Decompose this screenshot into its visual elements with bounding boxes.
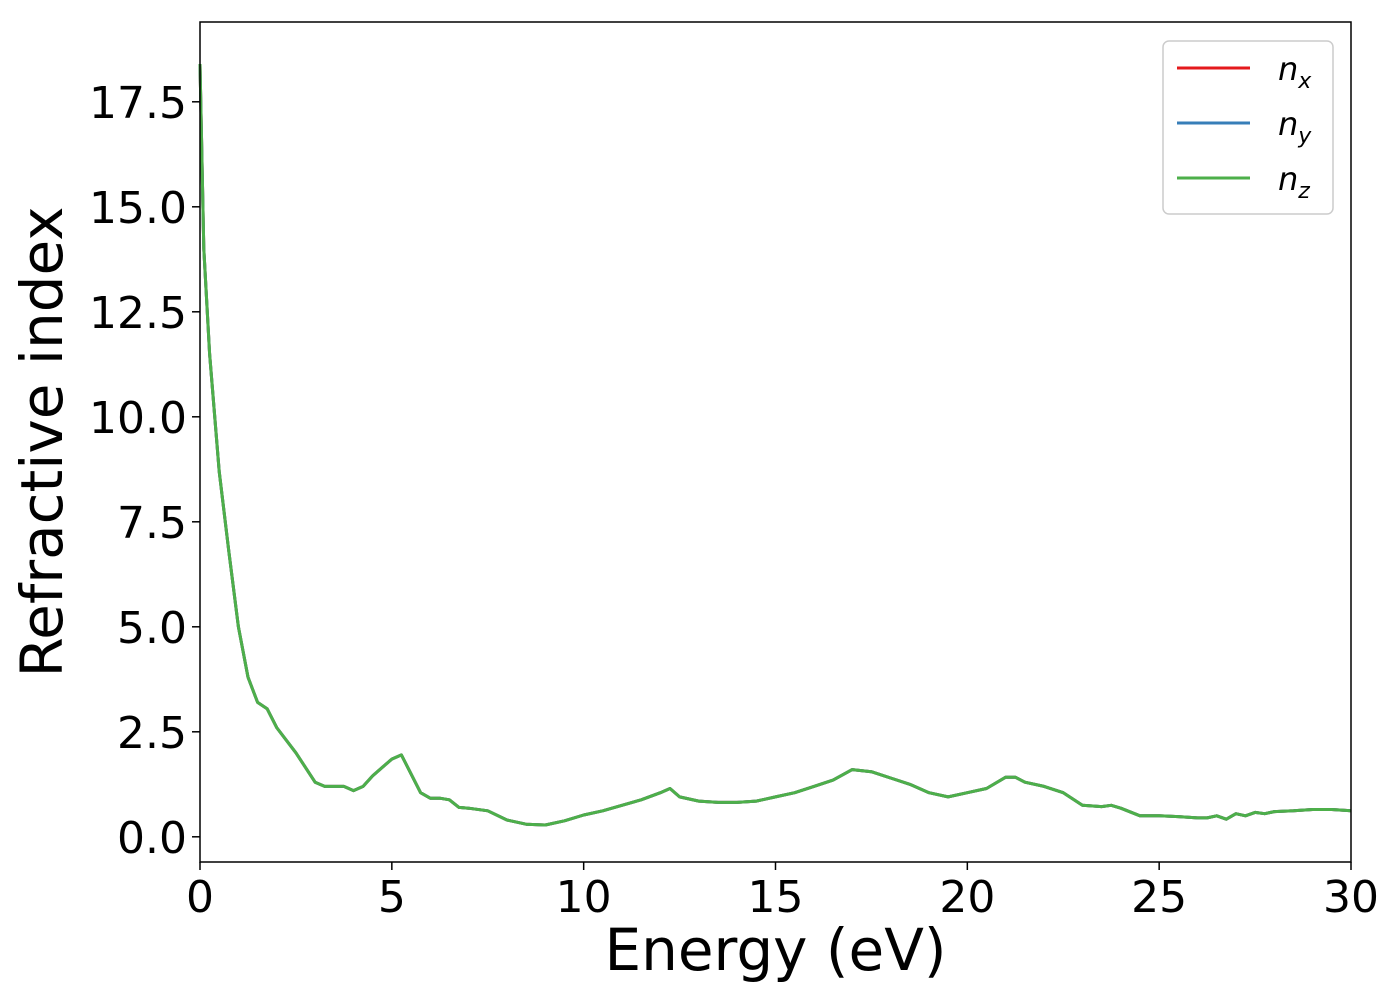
x-tick-label: 25 <box>1131 872 1187 923</box>
x-tick-label: 0 <box>186 872 214 923</box>
series-layer <box>198 63 1352 827</box>
x-axis-ticks: 0 5 10 15 20 25 30 <box>186 862 1379 923</box>
x-axis-label: Energy (eV) <box>604 916 946 984</box>
y-tick-label: 5.0 <box>117 603 187 654</box>
legend-label-nx: nx <box>1278 50 1312 94</box>
y-axis-label: Refractive index <box>8 206 76 677</box>
x-tick-label: 20 <box>939 872 995 923</box>
x-tick-label: 5 <box>378 872 406 923</box>
y-tick-label: 2.5 <box>117 708 187 759</box>
y-tick-label: 17.5 <box>89 78 187 129</box>
legend: nx ny nz <box>1162 40 1334 215</box>
y-axis-ticks: 0.0 2.5 5.0 7.5 10.0 12.5 15.0 17.5 <box>89 78 200 864</box>
y-tick-label: 0.0 <box>117 813 187 864</box>
legend-label-nz: nz <box>1278 160 1310 204</box>
y-tick-label: 12.5 <box>89 288 187 339</box>
x-tick-label: 10 <box>556 872 612 923</box>
y-tick-label: 7.5 <box>117 498 187 549</box>
y-tick-label: 15.0 <box>89 183 187 234</box>
y-tick-label: 10.0 <box>89 393 187 444</box>
x-tick-label: 15 <box>748 872 804 923</box>
x-tick-label: 30 <box>1323 872 1379 923</box>
legend-box <box>1162 40 1334 215</box>
legend-label-ny: ny <box>1278 105 1312 149</box>
series-line-nz <box>198 63 1352 827</box>
